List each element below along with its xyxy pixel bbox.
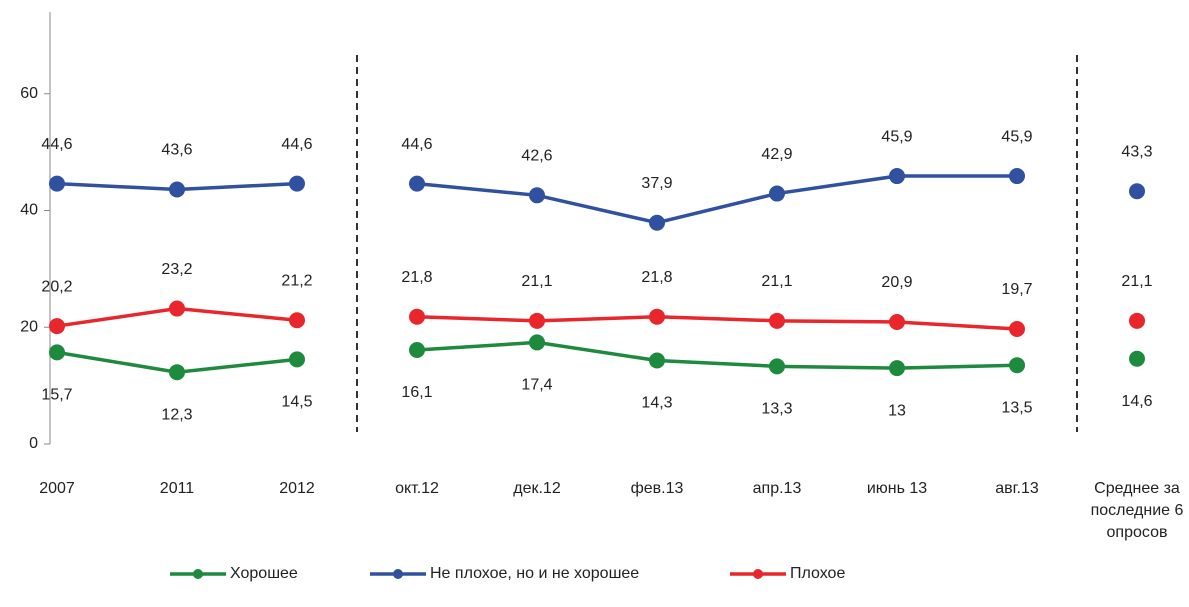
data-label: 21,8 [641,269,672,286]
x-tick-label: июнь 13 [866,480,928,497]
x-tick-label: Среднее за последние 6 опросов [1090,480,1184,541]
data-label: 14,5 [281,394,312,411]
legend-label: Хорошее [230,565,298,582]
x-tick-label: фев.13 [630,480,684,497]
point [769,358,785,375]
point [289,351,305,368]
y-tick-label: 0 [29,435,38,452]
data-label: 16,1 [401,384,432,401]
x-tick-label: 2011 [159,480,195,497]
legend-label: Плохое [790,565,845,582]
point [49,344,65,361]
point [529,187,545,204]
point [49,318,65,335]
point [529,312,545,329]
y-tick-label: 40 [20,202,38,219]
point [649,352,665,369]
data-label: 21,1 [1121,273,1152,290]
data-label: 44,6 [41,136,72,153]
data-label: 17,4 [521,377,552,394]
data-label: 23,2 [161,261,192,278]
point [1129,183,1145,200]
point [169,364,185,381]
x-tick-label: окт.12 [395,480,439,497]
data-label: 21,1 [761,273,792,290]
data-label: 43,6 [161,142,192,159]
data-label: 20,9 [881,274,912,291]
legend-marker [753,569,763,579]
data-label: 19,7 [1001,281,1032,298]
data-label: 37,9 [641,175,672,192]
data-label: 20,2 [41,278,72,295]
series-line [416,340,1018,370]
point [649,214,665,231]
data-label: 13,3 [761,401,792,418]
point [289,175,305,192]
series-line [416,314,1018,331]
point [769,185,785,202]
point [1009,357,1025,374]
point [529,334,545,351]
point [889,168,905,185]
data-label: 42,9 [761,146,792,163]
point [409,175,425,192]
point [289,312,305,329]
data-label: 21,2 [281,272,312,289]
data-label: 45,9 [881,128,912,145]
data-label: 43,3 [1121,143,1152,160]
point [889,360,905,377]
legend-marker [193,569,203,579]
x-tick-label: апр.13 [752,480,802,497]
legend-marker [393,569,403,579]
x-tick-label: 2012 [279,480,315,497]
data-label: 21,1 [521,273,552,290]
data-label: 45,9 [1001,128,1032,145]
point [169,181,185,198]
data-label: 21,8 [401,269,432,286]
point [409,308,425,325]
point [1129,312,1145,329]
point [889,313,905,330]
data-label: 12,3 [161,406,192,423]
point [769,312,785,329]
data-label: 44,6 [281,136,312,153]
x-tick-label: 2007 [39,480,75,497]
data-label: 44,6 [401,136,432,153]
y-tick-label: 20 [20,318,38,335]
data-label: 15,7 [41,387,72,404]
point [649,308,665,325]
data-label: 13 [888,402,906,419]
data-label: 14,3 [641,395,672,412]
point [409,342,425,359]
point [49,175,65,192]
y-tick-label: 60 [20,85,38,102]
point [169,300,185,317]
data-label: 13,5 [1001,399,1032,416]
data-label: 42,6 [521,148,552,165]
point [1009,168,1025,185]
series-line [416,174,1017,225]
legend-label: Не плохое, но и не хорошее [430,565,639,582]
point [1009,320,1025,337]
x-tick-label: авг.13 [995,480,1039,497]
data-label: 14,6 [1121,393,1152,410]
point [1129,350,1145,367]
x-tick-label: дек.12 [513,480,561,497]
